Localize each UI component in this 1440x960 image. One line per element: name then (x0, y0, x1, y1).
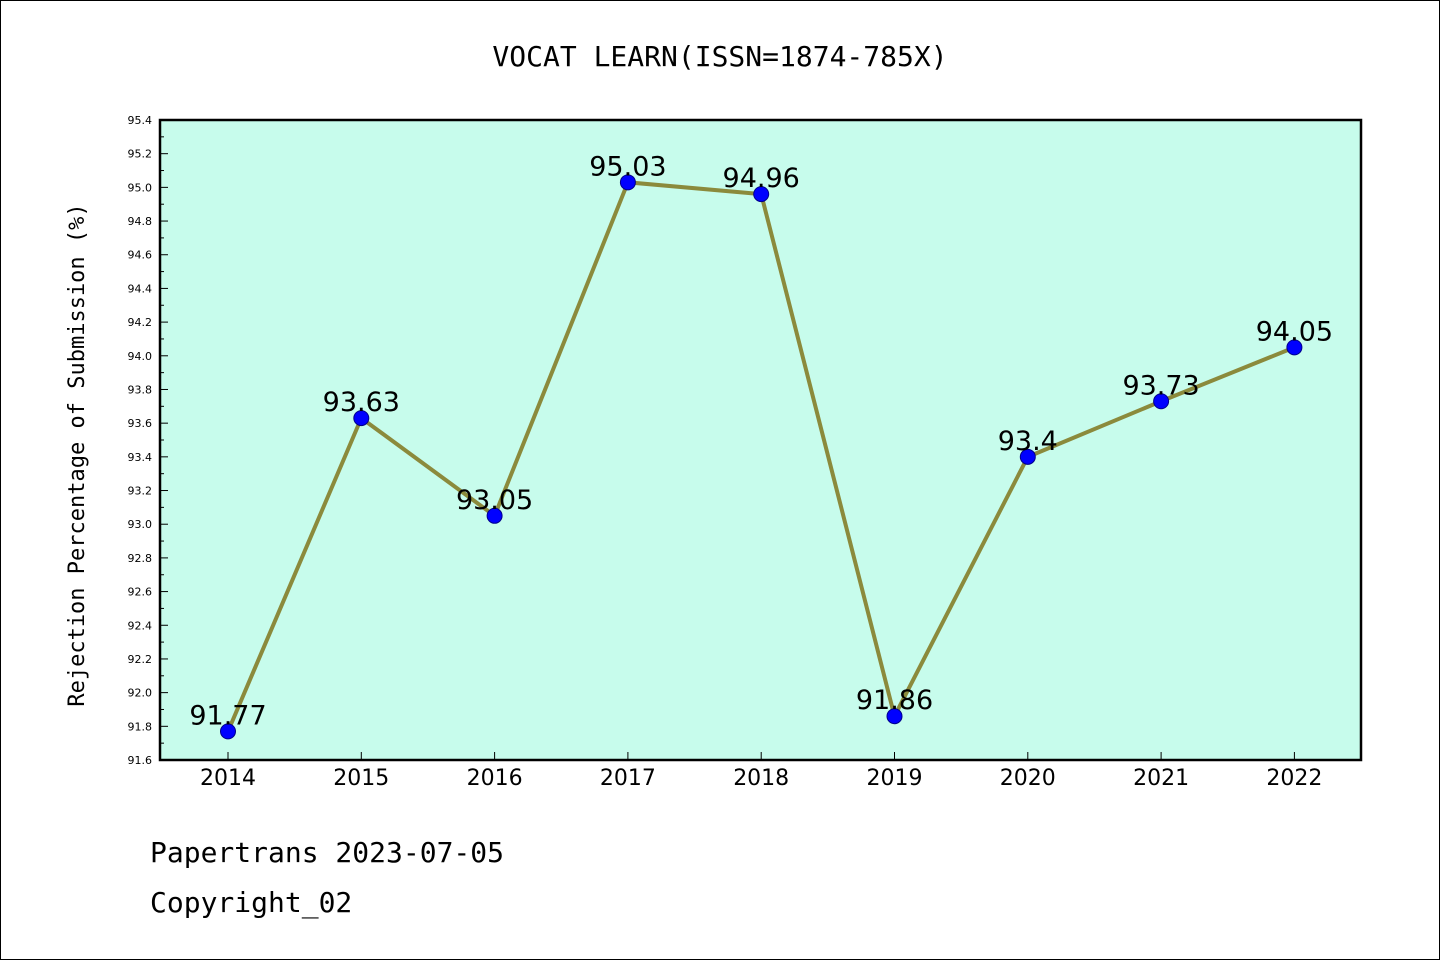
x-tick-label: 2015 (333, 766, 389, 791)
data-label: 91.86 (856, 685, 933, 716)
x-tick-label: 2022 (1266, 766, 1322, 791)
data-label: 93.05 (456, 485, 533, 516)
data-label: 93.4 (998, 426, 1058, 457)
data-label: 93.73 (1122, 370, 1199, 401)
data-point (1153, 393, 1170, 410)
y-tick-label: 94.4 (128, 282, 153, 295)
x-tick-label: 2019 (867, 766, 923, 791)
data-point (353, 410, 370, 427)
y-tick-label: 92.4 (128, 619, 153, 632)
data-label: 94.05 (1256, 316, 1333, 347)
x-tick-label: 2014 (200, 766, 256, 791)
y-tick-label: 91.6 (128, 754, 153, 767)
y-tick-label: 92.6 (128, 586, 153, 599)
y-axis-label: Rejection Percentage of Submission (%) (65, 203, 90, 706)
x-tick-label: 2018 (733, 766, 789, 791)
y-tick-label: 93.6 (128, 417, 153, 430)
data-label: 91.77 (189, 700, 266, 731)
x-tick-label: 2020 (1000, 766, 1056, 791)
y-tick-label: 93.4 (128, 451, 153, 464)
chart-title: VOCAT LEARN(ISSN=1874-785X) (492, 40, 947, 73)
y-tick-label: 93.8 (128, 383, 153, 396)
x-tick-label: 2021 (1133, 766, 1189, 791)
y-tick-label: 94.2 (128, 316, 153, 329)
x-tick-label: 2017 (600, 766, 656, 791)
data-point (886, 708, 903, 725)
y-tick-label: 95.4 (128, 114, 153, 127)
data-point (753, 186, 770, 203)
data-point (486, 507, 503, 524)
y-tick-label: 95.2 (128, 148, 153, 161)
data-point (220, 723, 236, 740)
y-tick-label: 95.0 (128, 181, 153, 194)
plot-area (158, 118, 1363, 762)
y-tick-label: 94.0 (128, 350, 153, 363)
footer-copyright: Copyright_02 (150, 886, 353, 919)
data-points (220, 174, 1303, 740)
data-labels: 91.77 93.63 93.05 95.03 94.96 91.86 93.4 93.73 9… (189, 151, 1333, 731)
data-label: 93.63 (323, 387, 400, 418)
y-tick-label: 92.8 (128, 552, 153, 565)
data-label: 94.96 (723, 163, 800, 194)
y-tick-label: 92.0 (128, 687, 153, 700)
y-axis-ticks: 91.6 91.8 92.0 92.2 92.4 92.6 92.8 93.0 93.2 93.4… (128, 114, 168, 767)
footer-date: Papertrans 2023-07-05 (150, 836, 505, 869)
y-tick-label: 94.6 (128, 249, 153, 262)
y-tick-label: 92.2 (128, 653, 153, 666)
x-axis-ticks: 2014 2015 2016 2017 2018 2019 2020 2021 2022 (200, 752, 1322, 791)
data-point (1286, 339, 1303, 356)
y-tick-label: 93.0 (128, 518, 153, 531)
data-label: 95.03 (589, 151, 666, 182)
data-point (619, 174, 636, 191)
y-tick-label: 91.8 (128, 720, 153, 733)
y-tick-label: 94.8 (128, 215, 153, 228)
x-tick-label: 2016 (467, 766, 523, 791)
y-tick-label: 93.2 (128, 485, 153, 498)
data-point (1019, 448, 1036, 465)
